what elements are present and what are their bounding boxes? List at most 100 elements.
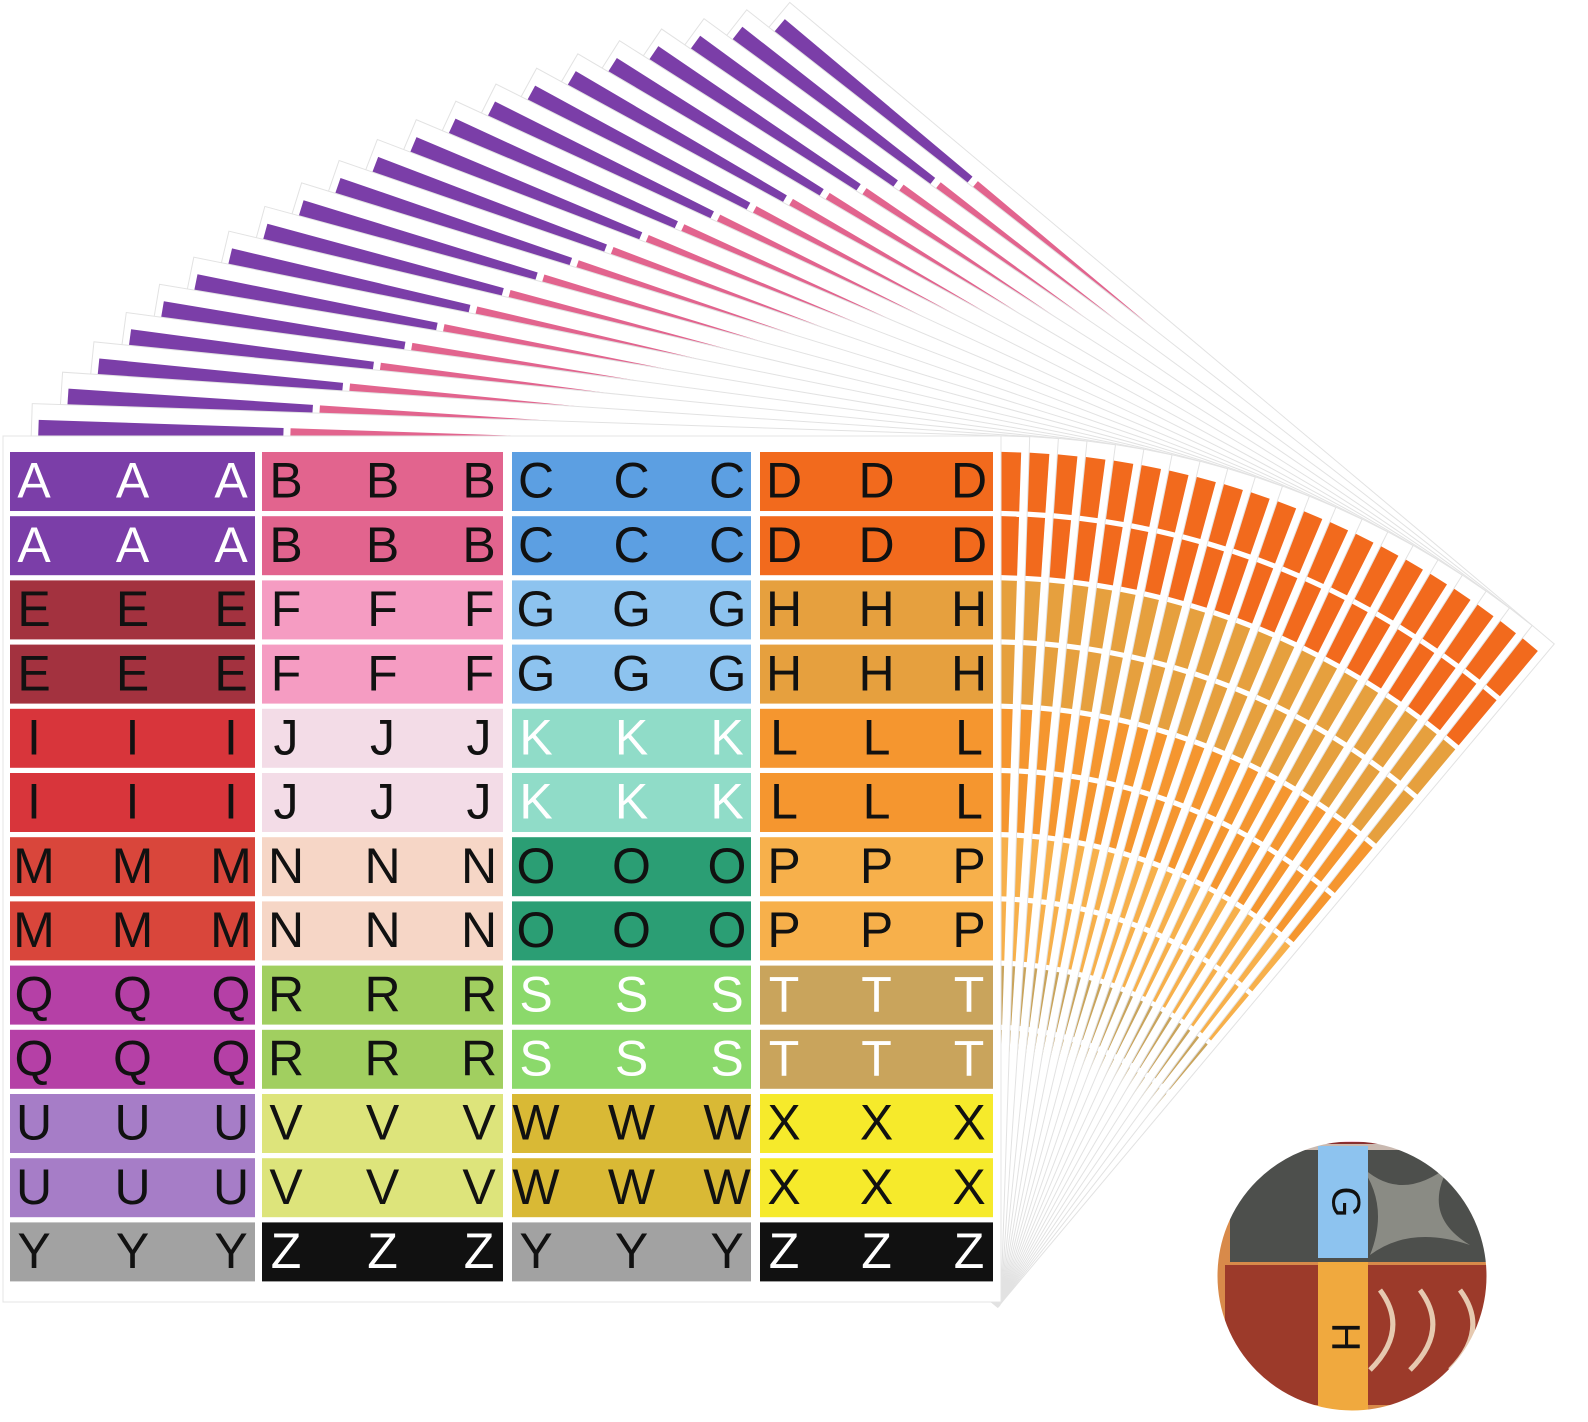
label-letter: B <box>269 453 302 509</box>
label-letter: X <box>860 1159 893 1215</box>
label-letter: X <box>952 1159 985 1215</box>
label-sticker <box>512 1158 751 1218</box>
label-letter: V <box>366 1159 400 1215</box>
label-letter: A <box>116 453 150 509</box>
label-letter: V <box>269 1095 303 1151</box>
inset-label <box>1318 1140 1368 1142</box>
label-letter: E <box>17 581 50 637</box>
label-letter: L <box>863 710 891 766</box>
label-letter: H <box>858 581 894 637</box>
label-letter: A <box>17 517 51 573</box>
label-letter: G <box>708 581 747 637</box>
label-sticker <box>262 1029 503 1089</box>
label-letter: I <box>27 710 41 766</box>
label-letter: I <box>224 710 238 766</box>
label-letter: S <box>519 966 552 1022</box>
inset-letter: G <box>1323 1186 1367 1217</box>
label-letter: H <box>858 645 894 701</box>
label-letter: Q <box>212 966 251 1022</box>
label-letter: M <box>112 838 154 894</box>
label-letter: V <box>269 1159 303 1215</box>
label-letter: Z <box>861 1223 892 1279</box>
label-letter: V <box>366 1095 400 1151</box>
label-letter: N <box>364 902 400 958</box>
label-letter: U <box>114 1095 150 1151</box>
label-letter: R <box>364 1031 400 1087</box>
label-sticker <box>512 708 751 768</box>
label-letter: F <box>464 645 495 701</box>
label-letter: M <box>13 838 55 894</box>
label-sticker <box>262 1094 503 1153</box>
label-letter: Q <box>113 1031 152 1087</box>
label-letter: N <box>268 902 304 958</box>
label-letter: E <box>214 645 247 701</box>
inset-label <box>1318 1146 1368 1258</box>
label-letter: B <box>462 453 495 509</box>
label-letter: R <box>268 966 304 1022</box>
label-letter: W <box>512 1095 560 1151</box>
label-letter: S <box>615 1031 648 1087</box>
label-letter: C <box>709 517 745 573</box>
label-sticker <box>262 452 503 511</box>
label-letter: E <box>116 645 149 701</box>
label-sticker <box>512 1094 751 1153</box>
label-sticker <box>262 516 503 576</box>
label-letter: Z <box>367 1223 398 1279</box>
label-letter: R <box>364 966 400 1022</box>
label-letter: I <box>27 774 41 830</box>
label-letter: Y <box>519 1223 552 1279</box>
label-letter: P <box>952 902 985 958</box>
label-sticker <box>512 452 751 511</box>
label-letter: D <box>858 517 894 573</box>
label-sticker <box>262 1222 503 1282</box>
label-grid: A A A B B B C C C D D DA A A B B B C C C D D DE E E F F F G G G H H HE E E F… <box>10 452 993 1282</box>
label-letter: U <box>213 1095 249 1151</box>
label-letter: R <box>461 966 497 1022</box>
label-letter: X <box>767 1095 800 1151</box>
label-letter: T <box>954 1031 985 1087</box>
label-letter: U <box>16 1095 52 1151</box>
label-sticker <box>512 580 751 640</box>
label-sticker <box>10 516 255 576</box>
label-letter: I <box>126 710 140 766</box>
label-letter: T <box>769 1031 800 1087</box>
label-letter: U <box>213 1159 249 1215</box>
label-letter: M <box>210 902 252 958</box>
label-letter: C <box>518 453 554 509</box>
label-sticker <box>262 644 503 704</box>
label-letter: W <box>608 1159 656 1215</box>
label-letter: D <box>766 517 802 573</box>
label-letter: T <box>769 966 800 1022</box>
label-letter: P <box>767 838 800 894</box>
label-letter: W <box>703 1159 751 1215</box>
label-letter: M <box>112 902 154 958</box>
label-letter: X <box>767 1159 800 1215</box>
label-letter: V <box>462 1159 496 1215</box>
label-sticker <box>10 901 255 961</box>
label-sticker <box>10 1222 255 1282</box>
label-letter: J <box>274 774 299 830</box>
label-letter: K <box>519 710 552 766</box>
label-letter: E <box>116 581 149 637</box>
label-letter: Y <box>116 1223 149 1279</box>
label-sticker <box>512 1222 751 1282</box>
label-letter: O <box>612 902 651 958</box>
label-letter: N <box>461 902 497 958</box>
label-letter: F <box>271 645 302 701</box>
label-sticker <box>10 708 255 768</box>
label-sticker <box>760 708 993 768</box>
label-letter: D <box>951 517 987 573</box>
label-sticker <box>760 901 993 961</box>
inset-books: E G H <box>1216 1140 1488 1412</box>
label-letter: K <box>615 774 648 830</box>
label-sticker <box>10 644 255 704</box>
label-letter: U <box>114 1159 150 1215</box>
label-sticker <box>262 965 503 1025</box>
label-letter: B <box>269 517 302 573</box>
label-letter: E <box>17 645 50 701</box>
label-letter: J <box>370 774 395 830</box>
label-letter: A <box>214 517 248 573</box>
label-letter: I <box>126 774 140 830</box>
